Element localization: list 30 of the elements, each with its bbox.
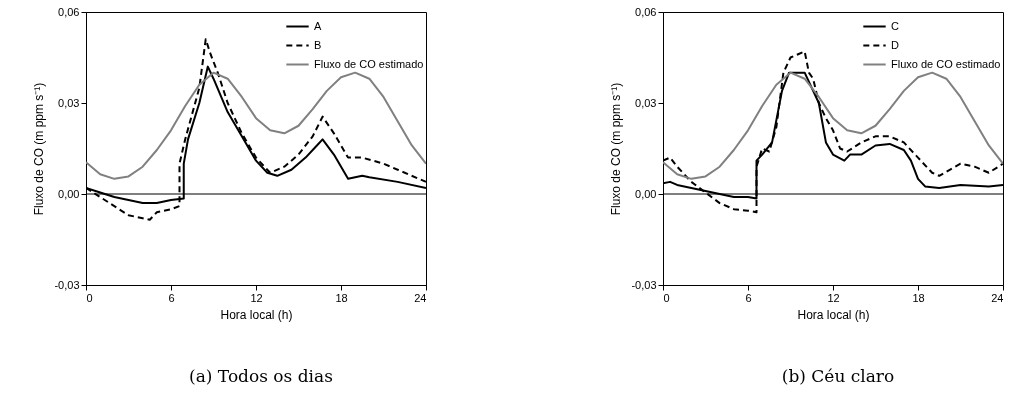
x-tick-label: 24 [991, 291, 1004, 304]
y-tick-label: 0,06 [58, 5, 80, 18]
legend-label: D [891, 38, 899, 51]
y-tick-label: 0,00 [58, 187, 80, 200]
y-tick-label: 0,00 [635, 187, 657, 200]
text: (b) Céu claro [780, 366, 896, 386]
x-tick-label: 18 [912, 291, 925, 304]
y-tick-label: -0,03 [631, 278, 657, 291]
legend-label: Fluxo de CO estimado [314, 57, 424, 70]
text: (a) Todos os dias [188, 366, 334, 386]
y-tick-label: 0,06 [635, 5, 657, 18]
x-tick-label: 0 [86, 291, 93, 304]
y-tick-label: -0,03 [54, 278, 80, 291]
legend-label: A [314, 19, 322, 32]
y-axis-title: Fluxo de CO (m ppm s⁻¹) [32, 82, 47, 216]
x-tick-label: 6 [745, 291, 752, 304]
x-axis-title: Hora local (h) [797, 307, 870, 322]
legend-label: C [891, 19, 899, 32]
x-tick-label: 12 [250, 291, 263, 304]
y-tick-label: 0,03 [58, 96, 80, 109]
x-tick-label: 18 [335, 291, 348, 304]
x-axis-title: Hora local (h) [220, 307, 293, 322]
x-tick-label: 0 [663, 291, 670, 304]
x-tick-label: 6 [168, 291, 175, 304]
legend-label: B [314, 38, 322, 51]
y-tick-label: 0,03 [635, 96, 657, 109]
x-tick-label: 12 [827, 291, 840, 304]
y-axis-title: Fluxo de CO (m ppm s⁻¹) [609, 82, 624, 216]
legend-label: Fluxo de CO estimado [891, 57, 1001, 70]
x-tick-label: 24 [414, 291, 427, 304]
